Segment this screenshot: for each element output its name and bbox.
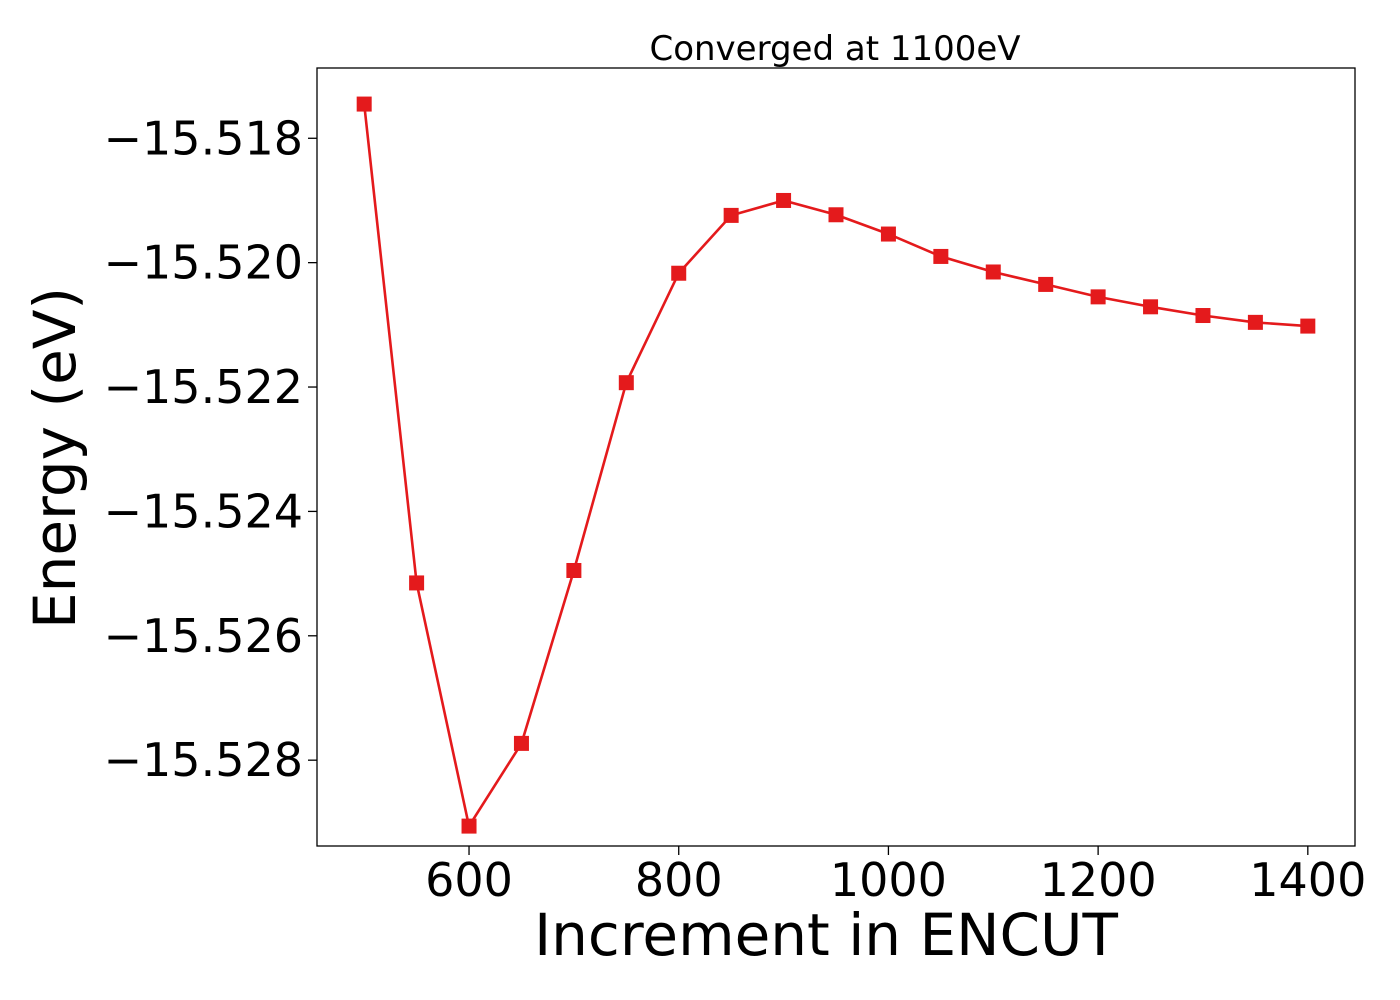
data-point-marker [985,264,1001,280]
data-point-marker [880,226,896,242]
data-point-marker [513,735,529,751]
data-point-marker [461,818,477,834]
data-point-marker [1090,289,1106,305]
y-tick-label: −15.522 [104,360,304,414]
chart-title: Converged at 1100eV [649,29,1020,69]
x-tick-label: 1000 [830,853,947,907]
data-point-marker [1038,276,1054,292]
data-point-marker [566,562,582,578]
data-point-marker [409,575,425,591]
y-tick-label: −15.524 [104,484,304,538]
plot-area-frame [316,67,1356,847]
x-axis-label: Increment in ENCUT [534,901,1118,969]
data-point-marker [671,265,687,281]
data-point-marker [1143,299,1159,315]
data-point-marker [828,207,844,223]
data-point-marker [933,248,949,264]
x-tick-label: 600 [425,853,513,907]
x-axis: 600 800 1000 1200 1400 [425,846,1366,907]
series-layer [356,96,1316,834]
x-tick-label: 1400 [1249,853,1366,907]
y-tick-label: −15.518 [104,111,304,165]
x-tick-label: 1200 [1040,853,1157,907]
y-tick-label: −15.528 [104,733,304,787]
y-tick-label: −15.526 [104,609,304,663]
data-point-marker [1300,318,1316,334]
y-tick-label: −15.520 [104,236,304,290]
y-axis: −15.518 −15.520 −15.522 −15.524 −15.526 −15.5… [104,111,317,787]
data-point-marker [618,375,634,391]
data-point-marker [1195,308,1211,324]
y-axis-label: Energy (eV) [21,287,89,629]
data-point-marker [776,192,792,208]
data-point-marker [356,96,372,112]
x-tick-label: 800 [635,853,723,907]
data-point-marker [723,207,739,223]
data-point-marker [1247,314,1263,330]
